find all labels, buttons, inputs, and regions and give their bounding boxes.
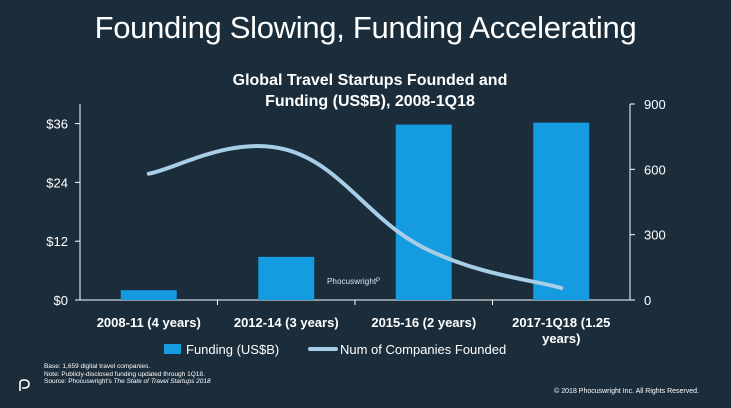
y-right-tick-label: 300 xyxy=(644,228,666,243)
y-left-tick-label: $36 xyxy=(46,117,68,132)
phocuswright-watermark: Phocuswrightᴾ xyxy=(327,276,380,286)
chart-title-line-2: Funding (US$B), 2008-1Q18 xyxy=(265,93,475,110)
y-right-tick-label: 600 xyxy=(644,162,666,177)
y-right-tick-label: 0 xyxy=(644,293,651,308)
footnote-source: Source: Phocuswright's The State of Trav… xyxy=(44,378,211,386)
y-left-tick-label: $12 xyxy=(46,234,68,249)
copyright: © 2018 Phocuswright Inc. All Rights Rese… xyxy=(554,388,699,395)
funding-bar xyxy=(120,290,177,300)
plot-area: $0 $12 $24 $36 0 300 600 900 2008-11 (4 years) 20… xyxy=(46,97,665,357)
slide-title: Founding Slowing, Funding Accelerating xyxy=(94,10,637,45)
watermark-mark-icon: ᴾ xyxy=(376,276,381,286)
x-category-label: 2015-16 (2 years) xyxy=(371,315,476,330)
legend-label-funding: Funding (US$B) xyxy=(186,342,279,357)
x-category-label: 2008-11 (4 years) xyxy=(97,315,201,330)
y-left-tick-label: $24 xyxy=(46,175,68,190)
legend-swatch-funding xyxy=(164,344,181,354)
funding-bar xyxy=(533,122,590,301)
funding-bar xyxy=(258,256,315,300)
y-left-tick-label: $0 xyxy=(54,293,68,308)
footnote-source-title: The State of Travel Startups 2018 xyxy=(113,378,211,386)
footnote-source-prefix: Source: Phocuswright's xyxy=(44,378,114,386)
x-category-label: 2012-14 (3 years) xyxy=(234,315,339,330)
legend-label-companies: Num of Companies Founded xyxy=(340,342,506,357)
x-category-label: years) xyxy=(542,331,580,346)
chart-title-line-1: Global Travel Startups Founded and xyxy=(232,72,508,89)
footnote-base: Base: 1,659 digital travel companies. xyxy=(44,363,151,370)
companies-founded-line xyxy=(146,144,564,291)
chart-title: Global Travel Startups Founded and Fundi… xyxy=(180,70,560,112)
phocuswright-logo-icon xyxy=(19,379,30,391)
y-right-tick-label: 900 xyxy=(644,97,666,112)
funding-bar xyxy=(395,124,452,300)
footnote-note: Note: Publicly-disclosed funding updated… xyxy=(44,370,205,378)
x-category-label: 2017-1Q18 (1.25 xyxy=(512,315,610,330)
watermark-text: Phocuswright xyxy=(327,277,377,286)
footnotes: Base: 1,659 digital travel companies. No… xyxy=(44,363,211,386)
